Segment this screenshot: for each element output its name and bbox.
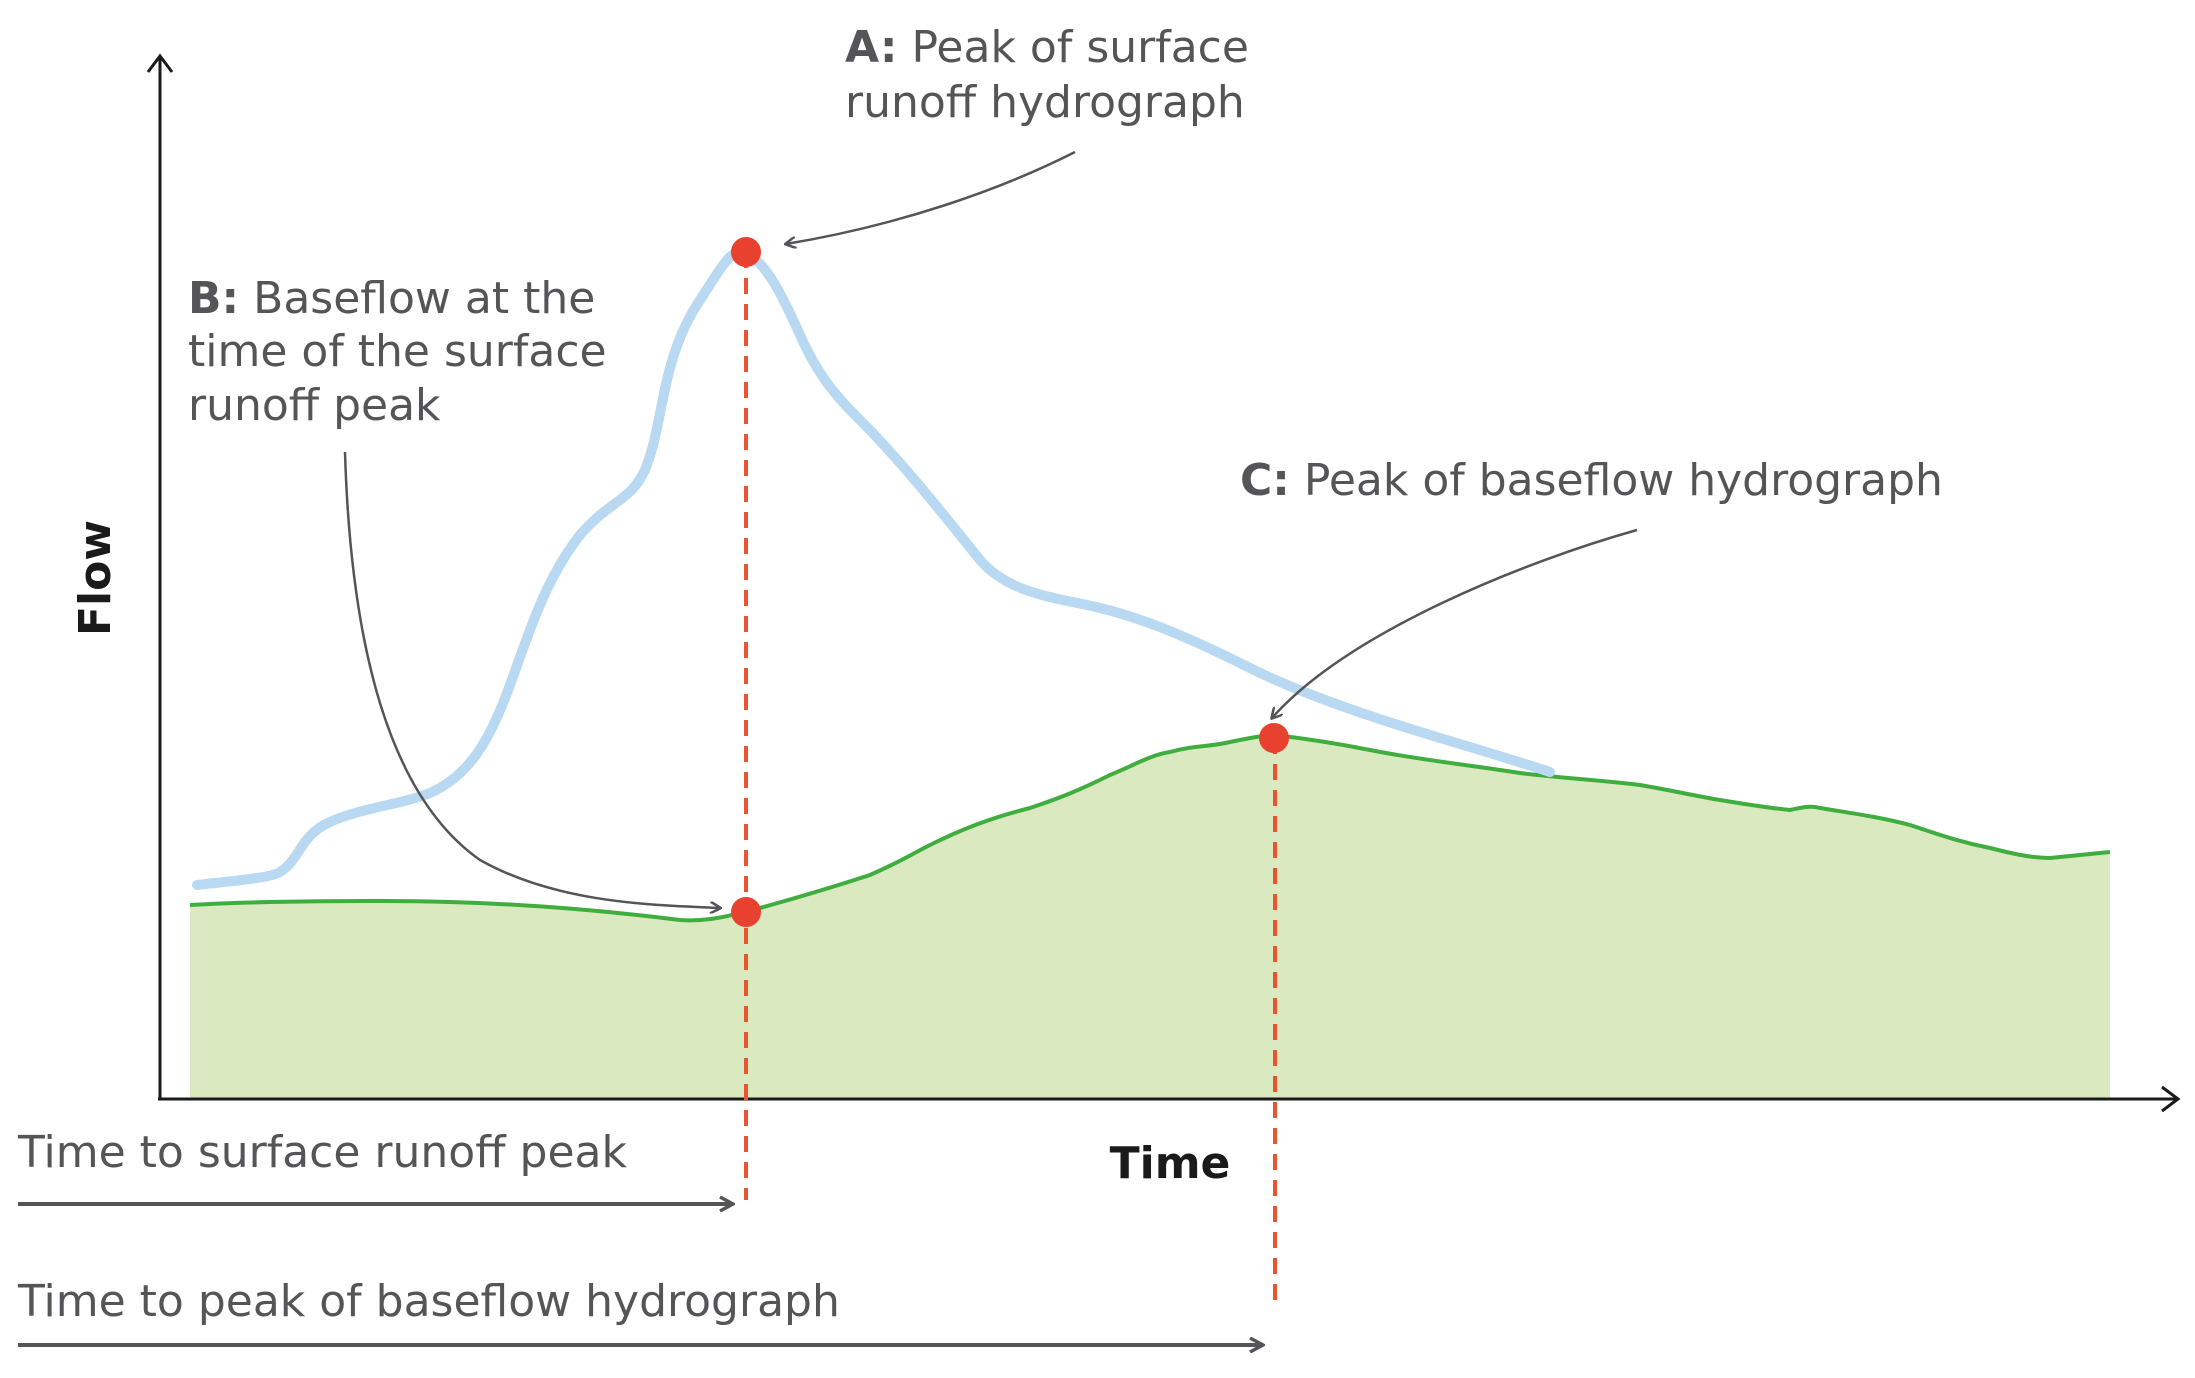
baseflow-area <box>190 735 2110 1098</box>
annotation-a: A: Peak of surface <box>845 22 1249 73</box>
y-axis-label: Flow <box>70 520 121 636</box>
annotation-b-line3: runoff peak <box>188 380 441 431</box>
time-to-baseflow-peak-label: Time to peak of baseflow hydrograph <box>17 1276 840 1327</box>
x-axis-label: Time <box>1110 1138 1231 1189</box>
annotation-b-text: Baseflow at the <box>239 273 595 324</box>
leader-arrow-b <box>343 451 720 908</box>
leader-arrow-a <box>786 150 1076 244</box>
point-a-marker <box>731 237 761 267</box>
x-axis-arrowhead <box>2161 1085 2181 1113</box>
annotation-c-text: Peak of baseflow hydrograph <box>1290 455 1943 506</box>
leader-arrow-c <box>1272 528 1638 718</box>
point-b-marker <box>731 897 761 927</box>
annotation-a-key: A: <box>845 22 897 73</box>
annotation-b-key: B: <box>188 273 239 324</box>
baseflow-hydrograph-line <box>189 733 2111 923</box>
annotation-b-line2: time of the surface <box>188 326 607 377</box>
time-to-surface-peak-label: Time to surface runoff peak <box>17 1127 627 1178</box>
annotation-a-line2: runoff hydrograph <box>845 77 1245 128</box>
annotation-c-key: C: <box>1240 455 1290 506</box>
point-c-marker <box>1259 723 1289 753</box>
annotation-c: C: Peak of baseflow hydrograph <box>1240 455 1943 506</box>
y-axis-arrowhead <box>146 53 174 73</box>
annotation-b: B: Baseflow at the <box>188 273 595 324</box>
annotation-a-text: Peak of surface <box>897 22 1248 73</box>
